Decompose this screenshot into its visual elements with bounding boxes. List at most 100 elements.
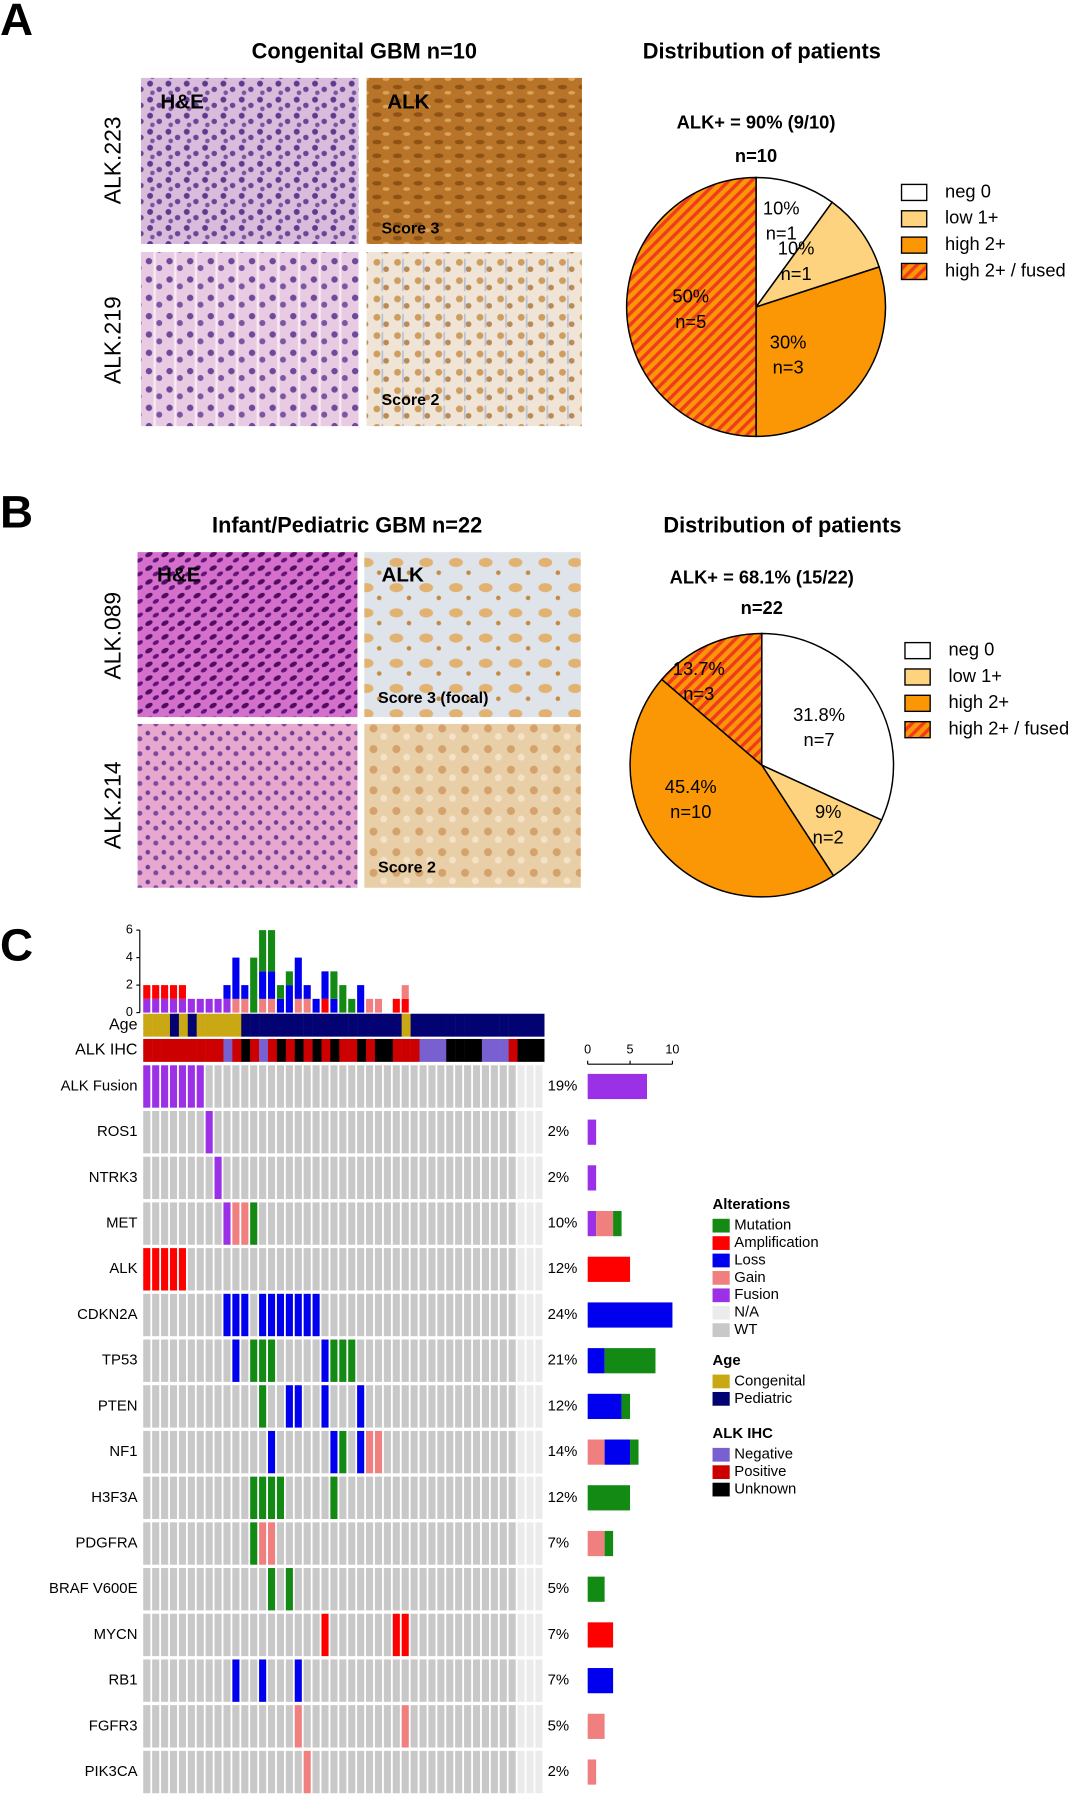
onco-cell	[169, 1750, 178, 1794]
onco-cell	[259, 1156, 267, 1200]
y-tick-label: 6	[126, 922, 133, 936]
onco-cell	[232, 1385, 240, 1428]
onco-cell	[241, 1110, 249, 1154]
onco-cell	[303, 1705, 311, 1748]
count-bar	[276, 985, 285, 999]
onco-cell	[508, 1750, 516, 1794]
onco-cell	[499, 1156, 507, 1200]
legend-swatch	[712, 1288, 730, 1303]
onco-cell	[383, 1339, 391, 1382]
count-bar	[312, 998, 320, 1013]
y-tick-label: 0	[126, 1005, 133, 1019]
onco-cell	[526, 1705, 534, 1748]
onco-cell	[285, 1430, 293, 1474]
onco-cell	[535, 1430, 543, 1474]
onco-cell	[490, 1293, 498, 1337]
ihc-cell	[508, 1038, 518, 1062]
onco-cell	[472, 1568, 481, 1611]
onco-cell	[428, 1293, 436, 1337]
onco-cell	[535, 1110, 543, 1154]
onco-cell	[508, 1156, 516, 1200]
onco-cell	[250, 1293, 258, 1337]
onco-cell	[294, 1705, 302, 1748]
gene-label: PIK3CA	[85, 1764, 138, 1780]
count-bar	[401, 985, 409, 999]
onco-cell	[499, 1705, 507, 1748]
onco-cell	[152, 1202, 160, 1245]
onco-cell	[161, 1705, 169, 1748]
onco-cell	[374, 1110, 383, 1154]
onco-cell	[472, 1156, 481, 1200]
onco-cell	[401, 1065, 409, 1108]
onco-cell	[490, 1659, 498, 1702]
onco-cell	[223, 1568, 231, 1611]
onco-cell	[196, 1613, 204, 1657]
onco-cell	[339, 1430, 347, 1474]
onco-cell	[383, 1248, 391, 1291]
onco-cell	[526, 1110, 534, 1154]
onco-cell	[392, 1248, 400, 1291]
pie-slice	[754, 201, 881, 309]
onco-cell	[303, 1293, 311, 1337]
onco-cell	[499, 1476, 507, 1520]
onco-cell	[374, 1293, 383, 1337]
onco-cell	[374, 1430, 383, 1474]
onco-cell	[196, 1568, 204, 1611]
frequency-bar	[596, 1210, 614, 1237]
onco-cell	[294, 1659, 302, 1702]
onco-cell	[357, 1568, 365, 1611]
stain-label: ALK	[387, 91, 429, 114]
gene-label: MET	[106, 1216, 137, 1232]
legend-label: Loss	[734, 1252, 765, 1268]
onco-cell	[535, 1705, 543, 1748]
onco-cell	[428, 1339, 436, 1382]
onco-cell	[143, 1522, 151, 1565]
onco-cell	[481, 1613, 489, 1657]
frequency-bar	[587, 1210, 597, 1237]
onco-cell	[446, 1750, 454, 1794]
onco-cell	[232, 1156, 240, 1200]
onco-cell	[205, 1430, 213, 1474]
onco-cell	[294, 1568, 302, 1611]
onco-cell	[419, 1705, 427, 1748]
onco-cell	[169, 1065, 178, 1108]
onco-cell	[214, 1065, 222, 1108]
onco-cell	[205, 1522, 213, 1565]
onco-cell	[303, 1430, 311, 1474]
onco-cell	[481, 1248, 489, 1291]
onco-cell	[455, 1293, 463, 1337]
onco-cell	[437, 1750, 445, 1794]
onco-cell	[267, 1293, 276, 1337]
ihc-cell	[285, 1038, 295, 1062]
onco-cell	[410, 1248, 418, 1291]
onco-cell	[178, 1659, 186, 1702]
onco-cell	[339, 1385, 347, 1428]
onco-cell	[464, 1248, 472, 1291]
x-tick-label: 10	[665, 1043, 679, 1057]
onco-cell	[169, 1293, 178, 1337]
onco-cell	[294, 1522, 302, 1565]
legend-label: neg 0	[948, 638, 994, 659]
onco-cell	[490, 1705, 498, 1748]
onco-cell	[517, 1522, 525, 1565]
frequency-bar	[587, 1485, 631, 1511]
onco-cell	[481, 1430, 489, 1474]
onco-cell	[383, 1705, 391, 1748]
onco-cell	[446, 1476, 454, 1520]
row-label: Age	[109, 1015, 138, 1033]
onco-cell	[321, 1522, 329, 1565]
age-cell	[348, 1013, 358, 1037]
onco-cell	[169, 1248, 178, 1291]
age-cell	[152, 1013, 162, 1037]
ihc-cell	[276, 1038, 287, 1062]
onco-cell	[214, 1613, 222, 1657]
onco-cell	[455, 1339, 463, 1382]
frequency-bar	[587, 1073, 648, 1100]
pie-subtitle: ALK+ = 90% (9/10)	[677, 112, 836, 133]
onco-cell	[205, 1659, 213, 1702]
ihc-cell	[446, 1038, 456, 1062]
onco-cell	[178, 1065, 186, 1108]
onco-cell	[446, 1248, 454, 1291]
onco-cell	[259, 1430, 267, 1474]
onco-cell	[267, 1750, 276, 1794]
